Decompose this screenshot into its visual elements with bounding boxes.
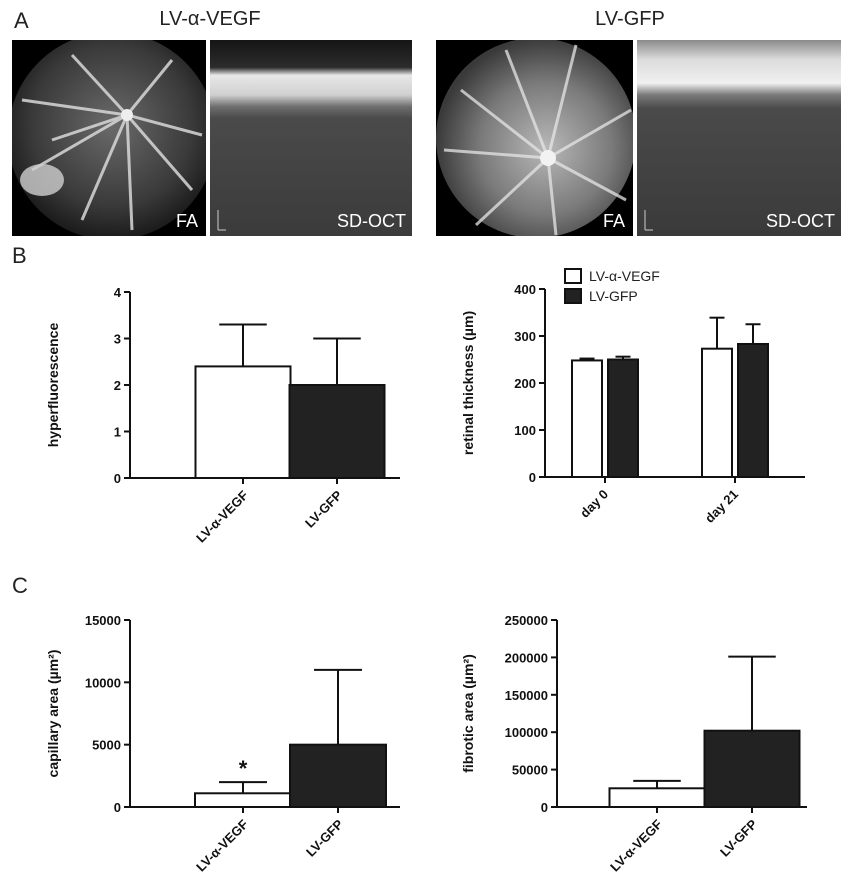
panel-letter-b: B <box>12 243 27 268</box>
oct-label-right: SD-OCT <box>766 211 835 231</box>
y-tick-label: 200000 <box>505 650 548 665</box>
hyperfluorescence-chart: 0 1 2 3 4 hyperfluorescence LV-α-VEGF LV-GFP <box>45 285 400 545</box>
error-bar <box>728 655 776 731</box>
y-axis-label: hyperfluorescence <box>45 323 61 448</box>
image-title-right: LV-GFP <box>595 8 665 30</box>
error-bar <box>219 781 267 794</box>
image-title-left: LV-α-VEGF <box>159 8 261 30</box>
significance-asterisk: * <box>239 756 248 781</box>
bar-0 <box>194 792 292 808</box>
bar-lv-gfp-0 <box>607 358 639 478</box>
x-tick-label: LV-GFP <box>302 487 345 530</box>
y-tick-label: 10000 <box>85 675 121 690</box>
y-tick-label: 400 <box>514 282 536 297</box>
y-tick-label: 5000 <box>92 738 121 753</box>
fa-image-left: FA <box>12 40 206 236</box>
fa-label-right: FA <box>602 211 625 231</box>
oct-image-right: SD-OCT <box>637 40 841 236</box>
panel-letter-c: C <box>12 573 28 598</box>
y-tick-label: 4 <box>114 285 122 300</box>
y-tick-label: 3 <box>114 332 121 347</box>
fibrotic-area-chart: 0 50000 100000 150000 200000 250000 fibrotic a… <box>460 613 807 874</box>
error-bar <box>579 357 595 361</box>
y-tick-label: 50000 <box>512 763 548 778</box>
y-tick-label: 0 <box>541 800 548 815</box>
legend-label: LV-GFP <box>589 288 638 304</box>
bar-lv-gfp-1 <box>737 342 769 478</box>
fa-label-left: FA <box>175 211 198 231</box>
oct-label-left: SD-OCT <box>337 211 406 231</box>
x-tick-label: LV-α-VEGF <box>607 816 665 874</box>
error-bar <box>313 337 361 385</box>
bar-lv-alpha-vegf-0 <box>571 359 603 478</box>
legend-swatch <box>564 268 582 284</box>
y-tick-label: 300 <box>514 329 536 344</box>
error-bar <box>314 668 362 745</box>
error-bar <box>615 355 631 360</box>
y-tick-label: 100 <box>514 423 536 438</box>
x-tick-label: LV-GFP <box>717 816 760 859</box>
panel-letter-a: A <box>14 8 29 33</box>
y-tick-label: 1 <box>114 425 121 440</box>
y-tick-label: 200 <box>514 376 536 391</box>
bar-lv-alpha-vegf-1 <box>701 347 733 478</box>
y-axis-label: capillary area (µm²) <box>45 650 61 778</box>
retinal-thickness-chart: 0 100 200 300 400 retinal thickness (µm) day 0… <box>460 268 805 526</box>
capillary-area-chart: 0 5000 10000 15000 capillary area (µm²) * LV-α… <box>45 613 400 874</box>
y-tick-label: 250000 <box>505 613 548 628</box>
error-bar <box>219 323 267 367</box>
y-axis-label: retinal thickness (µm) <box>460 311 476 455</box>
x-tick-label: LV-GFP <box>303 816 346 859</box>
x-tick-label: day 21 <box>702 487 741 526</box>
bar-1 <box>288 384 386 479</box>
x-tick-label: day 0 <box>577 487 611 521</box>
y-tick-label: 150000 <box>505 688 548 703</box>
oct-image-left: SD-OCT <box>210 40 412 236</box>
y-tick-label: 0 <box>529 470 536 485</box>
y-tick-label: 100000 <box>505 725 548 740</box>
y-tick-label: 0 <box>114 800 121 815</box>
error-bar <box>745 323 761 344</box>
x-tick-label: LV-α-VEGF <box>193 487 251 545</box>
bar-1 <box>703 729 801 808</box>
y-tick-label: 2 <box>114 378 121 393</box>
legend-label: LV-α-VEGF <box>589 268 660 284</box>
y-tick-label: 0 <box>114 471 121 486</box>
y-axis-label: fibrotic area (µm²) <box>460 654 476 773</box>
x-tick-label: LV-α-VEGF <box>193 816 251 874</box>
bar-1 <box>289 743 387 809</box>
error-bar <box>709 316 725 349</box>
legend-swatch <box>564 288 582 304</box>
bar-0 <box>194 365 292 479</box>
error-bar <box>633 779 681 789</box>
bar-0 <box>608 787 706 809</box>
y-tick-label: 15000 <box>85 613 121 628</box>
fa-image-right: FA <box>436 40 633 236</box>
